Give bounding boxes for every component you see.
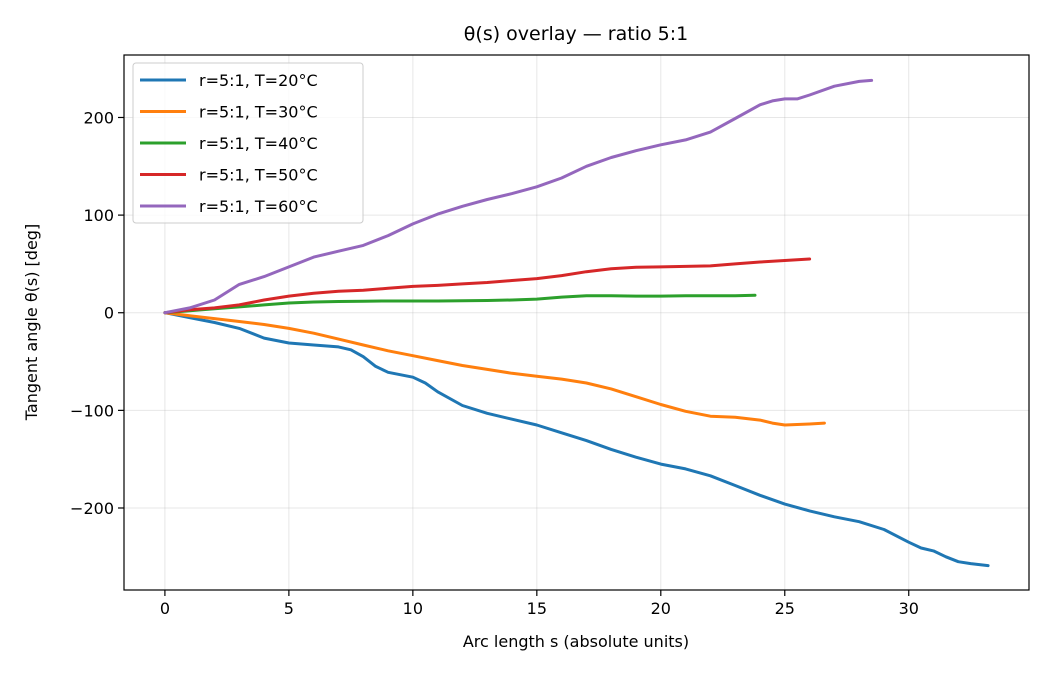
- legend-label-1: r=5:1, T=20°C: [199, 71, 318, 90]
- series-group: [163, 78, 990, 568]
- x-tick-label: 0: [160, 599, 170, 618]
- legend-box: [132, 62, 364, 224]
- y-tick-label: −200: [70, 499, 114, 518]
- y-tick-label: 200: [83, 108, 114, 127]
- legend-label-5: r=5:1, T=60°C: [199, 197, 318, 216]
- y-tick-label: 100: [83, 206, 114, 225]
- tick-group: 0 5 10 15 20 25 30 −200 −100 0 100 200: [70, 108, 919, 618]
- x-tick-label: 5: [284, 599, 294, 618]
- series-line-1: [163, 311, 990, 568]
- series-line-5: [163, 78, 874, 315]
- legend-label-2: r=5:1, T=30°C: [199, 103, 318, 122]
- series-line-2: [163, 311, 826, 427]
- x-tick-label: 25: [775, 599, 795, 618]
- y-tick-label: 0: [104, 304, 114, 323]
- legend: r=5:1, T=20°C r=5:1, T=30°C r=5:1, T=40°C r…: [132, 62, 364, 224]
- legend-label-3: r=5:1, T=40°C: [199, 134, 318, 153]
- x-tick-label: 15: [527, 599, 547, 618]
- y-axis-label: Tangent angle θ(s) [deg]: [22, 224, 41, 421]
- plot-frame: [123, 54, 1030, 591]
- series-line-4: [163, 257, 812, 315]
- x-axis-label: Arc length s (absolute units): [463, 632, 689, 651]
- x-tick-label: 30: [899, 599, 919, 618]
- chart-title: θ(s) overlay — ratio 5:1: [464, 23, 688, 45]
- legend-label-4: r=5:1, T=50°C: [199, 166, 318, 185]
- x-tick-label: 20: [651, 599, 671, 618]
- x-tick-label: 10: [403, 599, 423, 618]
- y-tick-label: −100: [70, 401, 114, 420]
- series-line-3: [163, 293, 757, 315]
